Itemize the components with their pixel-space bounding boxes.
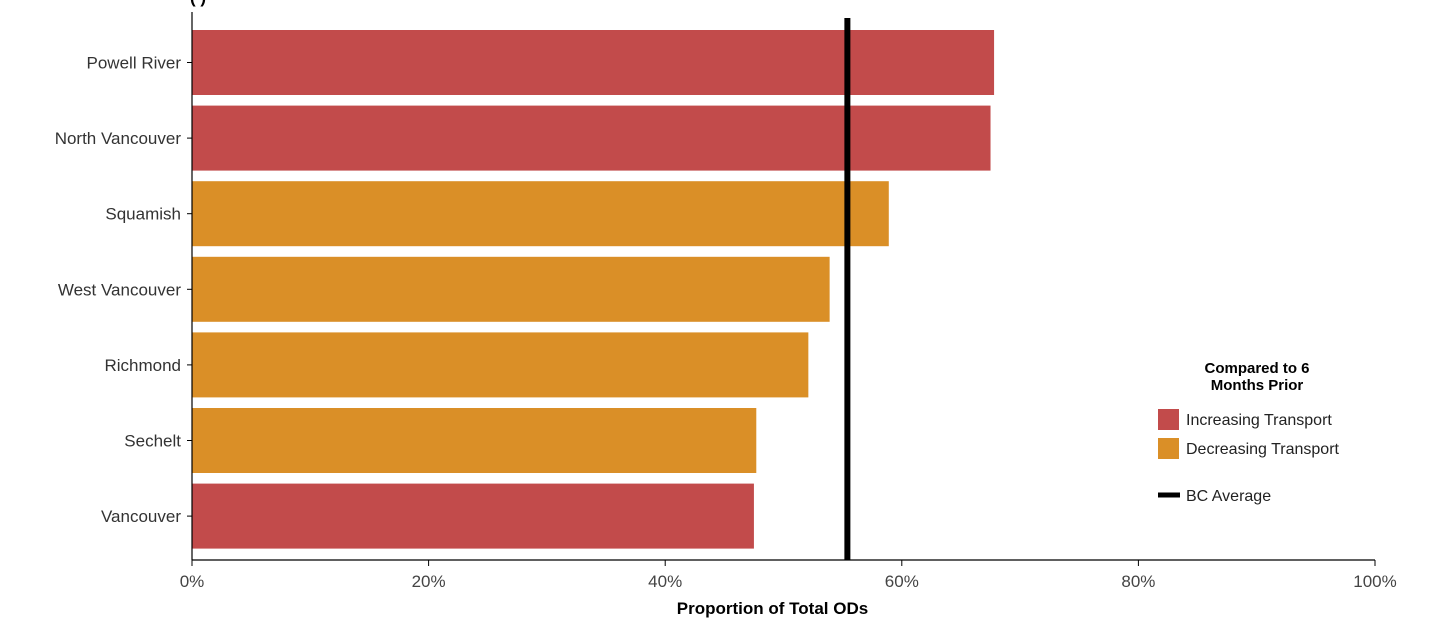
y-axis: Powell River North Vancouver Squamish West … [55,12,193,560]
x-tick-label-40: 40% [648,572,682,591]
chart-title: ( ) [190,0,206,7]
bar-richmond [192,332,809,398]
x-tick-label-100: 100% [1353,572,1396,591]
y-tick-label-richmond: Richmond [104,356,181,375]
bar-vancouver [192,483,754,549]
bar-sechelt [192,408,757,473]
legend-swatch-decreasing-transport [1158,438,1179,459]
bar-powell-river [192,30,995,95]
y-tick-label-squamish: Squamish [105,205,181,224]
x-tick-label-60: 60% [885,572,919,591]
legend-label-increasing-transport: Increasing Transport [1186,412,1332,429]
x-tick-label-20: 20% [412,572,446,591]
legend-label-decreasing-transport: Decreasing Transport [1186,441,1340,458]
y-tick-label-vancouver: Vancouver [101,507,181,526]
y-tick-label-west-vancouver: West Vancouver [58,280,181,299]
x-axis: 0% 20% 40% 60% 80% 100% [180,559,1397,591]
legend-swatch-increasing-transport [1158,409,1179,430]
legend-title-line-2: Months Prior [1211,377,1304,394]
bar-north-vancouver [192,105,991,171]
y-tick-label-powell-river: Powell River [87,54,182,73]
x-tick-label-0: 0% [180,572,205,591]
x-axis-title: Proportion of Total ODs [677,599,868,618]
y-tick-label-north-vancouver: North Vancouver [55,129,182,148]
bar-west-vancouver [192,256,830,322]
x-tick-label-80: 80% [1121,572,1155,591]
bars-group [192,30,995,549]
bar-squamish [192,181,889,247]
legend-label-bc-average: BC Average [1186,488,1271,505]
y-tick-label-sechelt: Sechelt [124,432,181,451]
legend-title-line-1: Compared to 6 [1204,360,1309,377]
